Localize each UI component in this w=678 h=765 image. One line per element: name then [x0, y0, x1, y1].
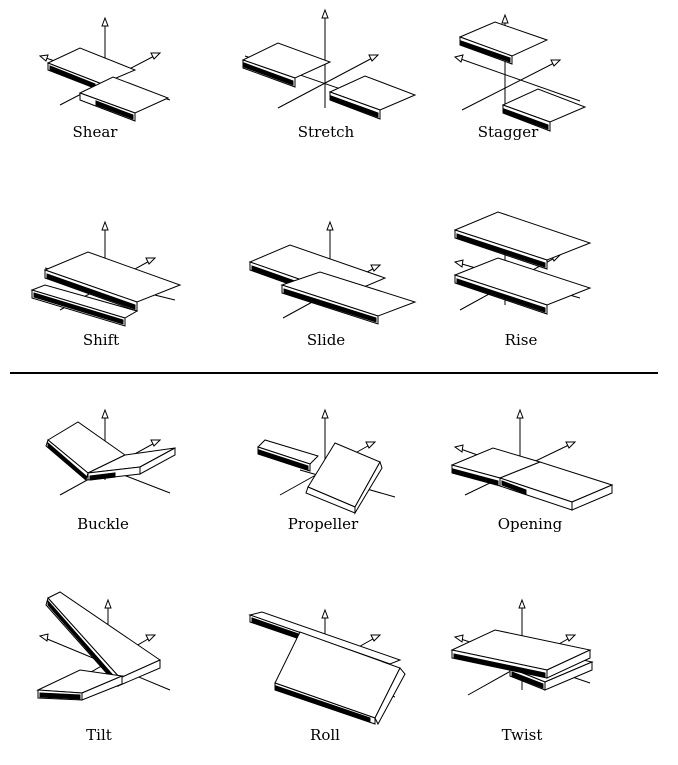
panel-slide	[248, 220, 417, 325]
twist-z-arrowhead	[518, 598, 526, 609]
stagger-z-arrowhead	[501, 13, 509, 24]
shift-plate-lower-edge	[33, 292, 124, 325]
tilt-y-arrowhead	[145, 634, 157, 642]
label-shift: Shift	[82, 331, 120, 349]
label-stretch: Stretch	[297, 123, 355, 141]
opening-y-arrowhead	[565, 441, 577, 449]
tilt-x-arrowhead	[38, 633, 49, 642]
propeller-z-arrowhead	[321, 408, 329, 419]
tilt-plate-lower-side	[81, 675, 123, 701]
opening-plate-right-edge	[501, 480, 527, 495]
roll-plate-lower-side	[374, 667, 406, 726]
shear-x-arrowhead	[38, 54, 49, 62]
twist-y-arrowhead	[565, 634, 577, 642]
shear-plate-upper-top	[46, 47, 137, 85]
twist-x-arrowhead	[453, 634, 464, 643]
label-buckle: Buckle	[77, 515, 129, 533]
shear-plate-lower-edge	[95, 100, 134, 120]
roll-z-arrowhead	[321, 608, 329, 619]
panel-shift	[30, 220, 182, 327]
label-roll: Roll	[310, 726, 340, 744]
stretch-y-arrowhead	[368, 54, 380, 62]
panel-opening	[450, 408, 614, 511]
slide-y-arrowhead	[370, 264, 382, 272]
stretch-y-axis	[277, 54, 379, 109]
label-shear: Shear	[72, 123, 118, 141]
stagger-plate-lower-edge	[503, 108, 549, 130]
label-slide: Slide	[306, 331, 346, 349]
panel-stagger	[453, 13, 587, 132]
roll-plate-lower-edge	[275, 685, 371, 723]
label-rise: Rise	[504, 331, 538, 349]
slide-z-arrowhead	[326, 220, 334, 231]
rise-plate-lower-edge	[456, 278, 546, 313]
opening-z-arrowhead	[516, 408, 524, 419]
stagger-x-arrowhead	[453, 54, 464, 63]
stretch-plate-upper-edge	[243, 62, 294, 86]
twist-plate-lower-edge	[511, 671, 544, 689]
twist-plate-upper-edge	[453, 653, 546, 678]
panel-roll	[248, 608, 406, 726]
buckle-plate-right-edge	[89, 472, 116, 481]
opening-plate-right-side	[571, 484, 613, 511]
panel-rise	[453, 211, 592, 315]
stretch-plate-lower-edge	[330, 95, 379, 118]
twist-plate-lower-side	[544, 661, 593, 691]
buckle-plate-left-edge	[47, 441, 87, 482]
buckle-z-arrowhead	[101, 408, 109, 419]
shift-plate-upper-edge	[46, 273, 136, 310]
opening-plate-left-edge	[452, 468, 499, 486]
propeller-plate-right-side	[354, 460, 383, 515]
tilt-z-arrowhead	[104, 598, 112, 609]
stagger-plate-upper-edge	[460, 40, 511, 63]
shear-z-arrowhead	[101, 16, 109, 27]
stagger-x-axis	[454, 56, 581, 102]
roll-y-arrowhead	[370, 634, 382, 642]
opening-x-arrowhead	[453, 444, 464, 453]
panel-stretch	[241, 8, 417, 120]
panel-buckle	[45, 408, 176, 496]
label-opening: Opening	[497, 515, 563, 533]
shift-y-arrowhead	[145, 257, 157, 265]
slide-plate-lower-edge	[283, 288, 377, 323]
twist-plate-upper-side	[546, 649, 591, 679]
panel-shear	[38, 16, 171, 122]
buckle-plate-right-side	[139, 447, 176, 475]
stagger-plate-upper-top	[458, 21, 549, 57]
propeller-plate-left-edge	[258, 449, 309, 471]
stagger-y-axis	[461, 59, 561, 111]
rise-plate-upper-edge	[456, 233, 546, 268]
label-stagger: Stagger	[477, 123, 539, 141]
label-propeller: Propeller	[287, 515, 359, 533]
rise-x-arrowhead	[453, 259, 464, 268]
panel-twist	[450, 598, 594, 696]
stagger-y-arrowhead	[550, 59, 562, 67]
panel-tilt	[36, 591, 171, 701]
label-tilt: Tilt	[86, 726, 112, 744]
stretch-z-arrowhead	[321, 8, 329, 19]
panel-propeller	[257, 408, 396, 515]
propeller-y-arrowhead	[365, 441, 377, 449]
tilt-plate-lower-edge	[39, 692, 81, 700]
buckle-y-arrowhead	[150, 439, 162, 447]
label-twist: Twist	[501, 726, 543, 744]
shear-y-arrowhead	[150, 52, 162, 60]
shift-z-arrowhead	[101, 220, 109, 231]
